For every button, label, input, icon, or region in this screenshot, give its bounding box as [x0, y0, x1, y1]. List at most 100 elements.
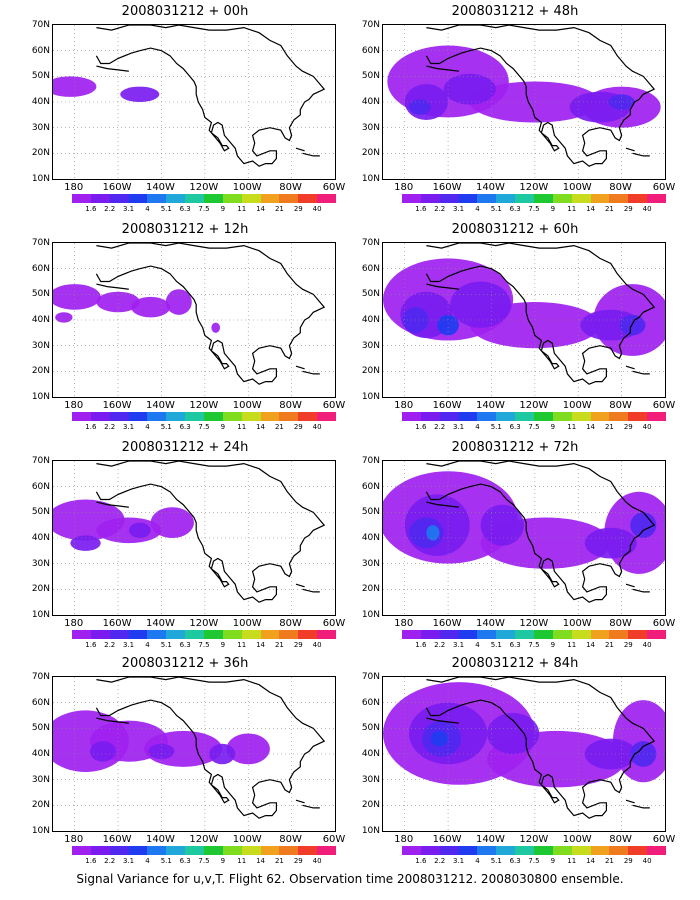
coastline — [302, 588, 320, 593]
coastline — [302, 804, 320, 809]
variance-contour — [480, 504, 524, 546]
colorbar-swatch — [590, 630, 610, 639]
variance-contour — [226, 733, 270, 765]
variance-contour — [437, 314, 459, 336]
coastline — [426, 717, 459, 724]
longitude-label: 160W — [432, 400, 462, 411]
colorbar-label: 7.5 — [198, 423, 210, 431]
colorbar-label: 5.1 — [490, 205, 502, 213]
latitude-label: 40N — [31, 97, 50, 107]
colorbar-swatch — [609, 194, 629, 203]
colorbar-swatch — [90, 846, 110, 855]
colorbar-swatch — [298, 412, 318, 421]
colorbar-label: 21 — [604, 423, 614, 431]
latitude-label: 10N — [31, 826, 50, 836]
longitude-label: 160W — [102, 618, 132, 629]
colorbar-label: 29 — [293, 641, 303, 649]
colorbar-label: 11 — [237, 423, 247, 431]
colorbar-swatch — [439, 630, 459, 639]
colorbar-swatch — [147, 846, 167, 855]
colorbar-swatch — [571, 630, 591, 639]
longitude-label: 160W — [102, 400, 132, 411]
colorbar-swatch — [222, 412, 242, 421]
latitude-label: 20N — [31, 366, 50, 377]
forecast-panel: 2008031212 + 24h 70N 60N 50N 40N 30N 20N 10N 180… — [20, 440, 350, 654]
colorbar-label: 1.6 — [85, 641, 97, 649]
colorbar-label: 7.5 — [528, 857, 540, 865]
colorbar-label: 9 — [550, 641, 556, 649]
panel-title: 2008031212 + 24h — [121, 440, 249, 455]
latitude-label: 50N — [361, 507, 380, 518]
colorbar-swatch — [260, 412, 280, 421]
map-frame — [382, 24, 666, 180]
longitude-label: 100W — [232, 618, 262, 629]
latitude-label: 50N — [361, 723, 380, 734]
longitude-label: 160W — [102, 182, 132, 193]
longitude-label: 60W — [322, 400, 346, 411]
colorbar-swatch — [420, 846, 440, 855]
colorbar-swatch — [298, 194, 318, 203]
colorbar-swatch — [317, 194, 337, 203]
colorbar-label: 4 — [145, 641, 150, 649]
latitude-label: 40N — [361, 97, 380, 107]
latitude-label: 40N — [31, 315, 50, 325]
longitude-label: 140W — [145, 182, 175, 193]
forecast-panel: 2008031212 + 12h 70N 60N 50N 40N 30N 20N 10N 180… — [20, 222, 350, 436]
map-frame — [52, 24, 336, 180]
coastline — [632, 370, 650, 375]
longitude-label: 160W — [432, 834, 462, 845]
colorbar-label: 2.2 — [434, 857, 446, 865]
longitude-label: 140W — [475, 618, 505, 629]
latitude-label: 10N — [31, 610, 50, 620]
colorbar-label: 21 — [274, 641, 284, 649]
colorbar-swatch — [477, 630, 497, 639]
colorbar-swatch — [185, 846, 205, 855]
colorbar-label: 21 — [604, 205, 614, 213]
colorbar-label: 14 — [256, 857, 266, 865]
longitude-label: 80W — [279, 182, 302, 193]
colorbar-swatch — [515, 630, 535, 639]
variance-map — [53, 25, 335, 179]
colorbar-swatch — [204, 194, 223, 203]
longitude-label: 80W — [609, 834, 632, 845]
latitude-label: 10N — [31, 392, 50, 402]
colorbar — [72, 412, 337, 421]
colorbar-label: 3.1 — [122, 641, 135, 649]
variance-contour — [96, 291, 140, 313]
colorbar-swatch — [279, 630, 299, 639]
latitude-label: 30N — [31, 774, 50, 785]
longitude-label: 140W — [475, 182, 505, 193]
colorbar-label: 7.5 — [528, 641, 540, 649]
map-frame — [382, 676, 666, 832]
latitude-label: 70N — [361, 456, 380, 466]
variance-contour — [409, 99, 431, 115]
longitude-label: 120W — [189, 400, 219, 411]
colorbar-label: 29 — [293, 205, 303, 213]
latitude-label: 20N — [361, 366, 380, 377]
colorbar-swatch — [204, 846, 223, 855]
longitude-label: 160W — [102, 834, 132, 845]
longitude-label: 100W — [562, 834, 592, 845]
forecast-panel: 2008031212 + 60h 70N 60N 50N 40N 30N 20N 10N 180… — [350, 222, 680, 436]
longitude-label: 60W — [652, 182, 676, 193]
colorbar-label: 1.6 — [415, 423, 427, 431]
longitude-label: 180 — [64, 834, 84, 845]
variance-contour — [165, 289, 192, 315]
colorbar-label: 40 — [312, 423, 322, 431]
colorbar-swatch — [590, 846, 610, 855]
colorbar-swatch — [647, 630, 667, 639]
latitude-label: 70N — [31, 456, 50, 466]
colorbar-swatch — [185, 630, 205, 639]
colorbar-label: 3.1 — [452, 423, 465, 431]
variance-contour — [443, 73, 496, 105]
colorbar-swatch — [260, 194, 280, 203]
colorbar-swatch — [496, 412, 516, 421]
coastline — [632, 588, 650, 593]
forecast-panel: 2008031212 + 36h 70N 60N 50N 40N 30N 20N 10N 180… — [20, 656, 350, 870]
colorbar-swatch — [647, 194, 667, 203]
colorbar-label: 9 — [550, 857, 556, 865]
coastline — [625, 147, 635, 152]
colorbar-swatch — [109, 846, 129, 855]
colorbar-label: 14 — [256, 205, 266, 213]
coastline — [95, 461, 326, 603]
